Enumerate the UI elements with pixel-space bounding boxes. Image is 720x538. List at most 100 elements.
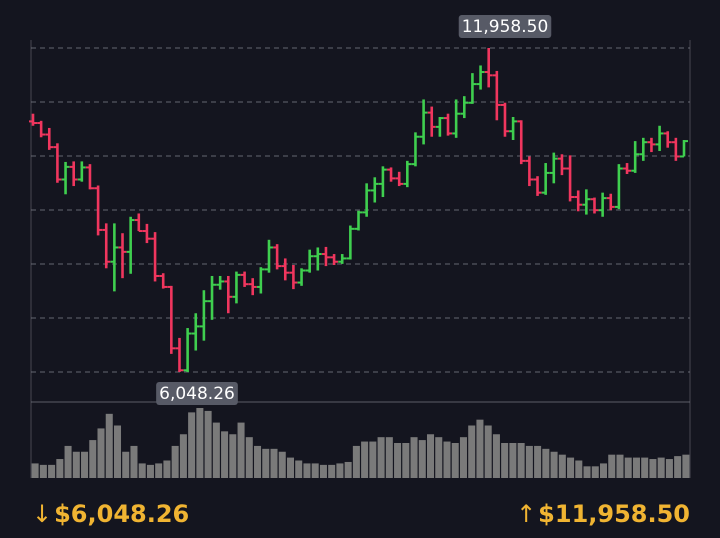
volume-bar: [550, 451, 558, 478]
candle: [557, 154, 566, 176]
candle: [671, 137, 680, 161]
candle: [468, 73, 477, 104]
volume-bar: [451, 443, 459, 478]
candle: [460, 96, 469, 119]
volume-bar: [179, 434, 187, 478]
candle: [232, 271, 241, 304]
volume-bar: [402, 443, 410, 478]
candle: [118, 233, 127, 279]
volume-bar: [567, 457, 575, 478]
candle: [680, 140, 688, 158]
candle: [183, 328, 192, 372]
candle: [533, 176, 542, 196]
volume-bar: [221, 431, 229, 478]
candle: [411, 132, 420, 167]
candle: [663, 131, 672, 148]
volume-bar: [534, 445, 542, 478]
volume-series: [31, 408, 690, 478]
candle: [582, 189, 591, 215]
candle: [53, 143, 62, 183]
volume-bar: [517, 443, 525, 478]
candle: [29, 113, 37, 126]
candle: [151, 232, 160, 282]
volume-bar: [624, 457, 632, 478]
candle: [655, 125, 664, 151]
volume-bar: [270, 448, 278, 478]
volume-bar: [352, 445, 360, 478]
candle: [167, 285, 176, 354]
volume-bar: [468, 425, 476, 478]
candle: [248, 278, 257, 296]
candle: [305, 249, 314, 273]
high-price-value: $11,958.50: [538, 500, 690, 528]
candle: [452, 99, 461, 138]
volume-bar: [591, 466, 599, 478]
candle: [321, 246, 330, 267]
grid-lines: [30, 40, 691, 478]
volume-bar: [237, 422, 245, 478]
candle: [313, 247, 322, 271]
high-price-stat: ↑ $11,958.50: [516, 500, 690, 528]
candle: [370, 177, 379, 203]
volume-bar: [212, 422, 220, 478]
volume-bar: [138, 463, 146, 478]
volume-bar: [254, 445, 262, 478]
volume-bar: [616, 454, 624, 478]
candle: [297, 268, 306, 286]
candle: [549, 152, 558, 184]
volume-bar: [484, 425, 492, 478]
annotations: 11,958.50 6,048.26: [156, 15, 552, 405]
candle: [427, 106, 436, 137]
volume-bar: [608, 454, 616, 478]
volume-bar: [492, 434, 500, 478]
volume-bar: [130, 445, 138, 478]
candle: [541, 163, 550, 195]
volume-bar: [72, 451, 80, 478]
volume-bar: [385, 437, 393, 478]
volume-bar: [303, 463, 311, 478]
arrow-up-icon: ↑: [516, 500, 537, 528]
candle: [110, 223, 119, 292]
volume-bar: [427, 434, 435, 478]
arrow-down-icon: ↓: [32, 500, 53, 528]
candle: [37, 120, 46, 138]
volume-bar: [632, 457, 640, 478]
candle: [395, 171, 404, 187]
candle: [647, 137, 656, 153]
volume-bar: [245, 437, 253, 478]
candle: [598, 192, 607, 217]
volume-bar: [81, 451, 89, 478]
candle: [224, 275, 233, 314]
candle: [94, 185, 103, 236]
volume-bar: [674, 456, 682, 478]
candle: [208, 275, 217, 320]
volume-bar: [89, 440, 97, 478]
volume-bar: [286, 457, 294, 478]
volume-bar: [575, 460, 583, 478]
max-price-label-box: [458, 15, 552, 38]
candle: [387, 167, 396, 182]
volume-bar: [476, 419, 484, 478]
volume-bar: [336, 463, 344, 478]
volume-bar: [31, 463, 39, 478]
candle: [509, 116, 518, 141]
volume-bar: [418, 440, 426, 478]
volume-bar: [361, 441, 369, 478]
candle: [500, 102, 509, 137]
candle: [330, 254, 339, 266]
candle: [175, 337, 184, 372]
volume-bar: [319, 464, 327, 478]
candle: [362, 183, 371, 217]
volume-bar: [163, 460, 171, 478]
volume-bar: [262, 448, 270, 478]
candle: [484, 48, 493, 88]
volume-bar: [435, 437, 443, 478]
volume-bar: [657, 457, 665, 478]
candle: [240, 271, 249, 287]
candle: [566, 155, 575, 202]
volume-bar: [394, 443, 402, 478]
volume-bar: [48, 464, 56, 478]
volume-bar: [665, 459, 673, 478]
candle: [614, 164, 623, 210]
